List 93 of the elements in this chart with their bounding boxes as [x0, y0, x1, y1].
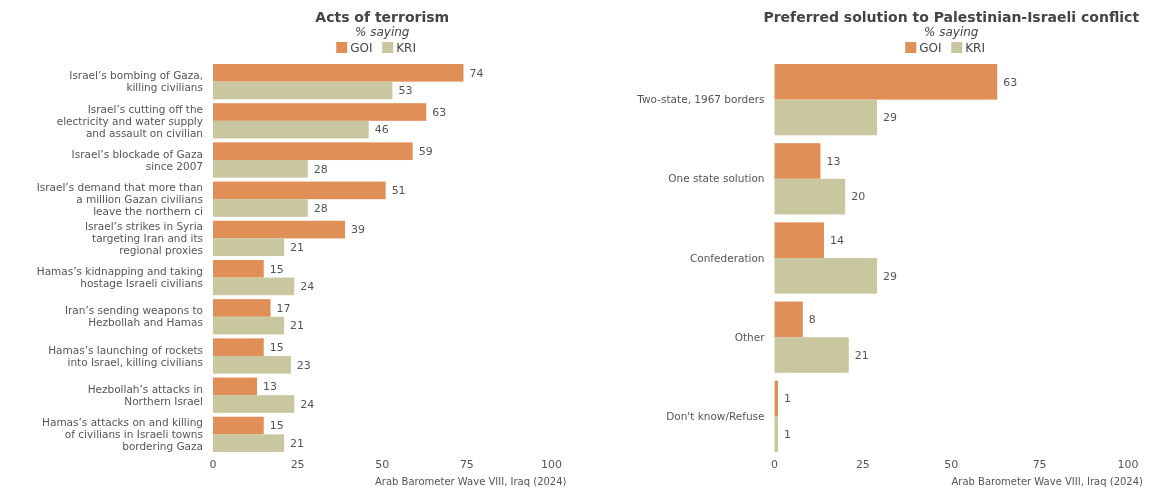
data-label: 13: [826, 154, 841, 168]
bar: [213, 434, 285, 452]
chart-title: Preferred solution to Palestinian-Israeli conflict: [763, 9, 1140, 25]
x-tick-label: 0: [771, 458, 778, 471]
data-label: 28: [313, 201, 328, 215]
bar: [774, 143, 821, 179]
data-label: 14: [829, 234, 844, 248]
y-tick-label: Other: [734, 330, 766, 343]
bar: [213, 220, 346, 239]
y-tick-label: One state solution: [668, 172, 765, 185]
data-label: 24: [300, 280, 315, 294]
x-tick-label: 25: [855, 458, 870, 471]
y-tick-label: Hezbollah’s attacks in Northern Israel: [87, 382, 203, 407]
x-tick-label: 100: [541, 458, 562, 471]
bar: [774, 178, 846, 215]
bar: [213, 120, 369, 139]
bar: [213, 377, 258, 396]
data-label: 15: [269, 341, 284, 355]
bar: [213, 395, 295, 413]
data-label: 63: [432, 105, 447, 119]
x-tick-label: 50: [944, 458, 959, 471]
text: Arab Barometer Wave VIII, Iraq (2024): [951, 476, 1144, 487]
x-tick-label: 100: [1117, 458, 1139, 471]
y-tick-label: Two-state, 1967 borders: [636, 93, 765, 106]
data-label: 15: [269, 419, 284, 433]
data-label: 28: [313, 162, 328, 176]
bar: [213, 199, 308, 217]
bar: [213, 355, 291, 374]
bar: [213, 238, 285, 257]
bar: [213, 316, 285, 335]
bar: [213, 416, 264, 435]
bar: [774, 222, 824, 258]
bar: [774, 258, 878, 294]
bar: [213, 259, 264, 278]
data-label: 46: [374, 123, 389, 137]
legend-label: GOI: [919, 41, 942, 55]
y-tick-label: Don't know/Refuse: [666, 410, 765, 423]
bar: [213, 277, 295, 296]
data-label: 74: [469, 66, 484, 80]
data-label: 21: [290, 437, 305, 451]
chart-subtitle: % saying: [355, 25, 410, 39]
bar: [774, 301, 803, 338]
y-tick-label: Confederation: [689, 251, 765, 264]
data-label: 13: [263, 380, 278, 394]
data-label: 59: [418, 145, 433, 159]
data-label: 63: [1003, 75, 1018, 89]
data-label: 1: [784, 428, 792, 442]
bar: [213, 142, 413, 161]
bar: [213, 299, 271, 317]
x-tick-label: 50: [375, 458, 390, 471]
legend-label: KRI: [965, 41, 985, 55]
data-label: 15: [269, 262, 284, 276]
y-tick-label: Israel’s demand that more than a million Gazan civilians leave the northern ci: [36, 180, 203, 217]
y-tick-label: Israel’s cutting off the electricity and water supply and assault on civilian: [56, 102, 203, 139]
bar: [774, 99, 878, 136]
bar: [213, 160, 308, 178]
x-tick-label: 75: [1032, 458, 1047, 471]
data-label: 1: [784, 392, 792, 406]
bar: [213, 64, 464, 82]
chart-title: Acts of terrorism: [315, 9, 450, 25]
bar: [213, 338, 264, 356]
data-label: 21: [290, 319, 305, 333]
bar: [774, 337, 849, 373]
data-label: 21: [290, 241, 305, 255]
bar: [213, 103, 427, 121]
data-label: 20: [851, 190, 866, 204]
data-label: 39: [351, 223, 366, 237]
y-tick-label: Israel’s strikes in Syria targeting Iran and its regional proxies: [84, 220, 203, 257]
legend-label: KRI: [396, 41, 416, 55]
y-tick-label: Iran’s sending weapons to Hezbollah and Hamas: [64, 304, 203, 329]
data-label: 8: [808, 313, 816, 327]
data-label: 21: [854, 348, 869, 362]
y-tick-label: Israel’s blockade of Gaza since 2007: [71, 147, 203, 172]
y-tick-label: Hamas’s attacks on and killing of civilians in Israeli towns bordering Gaza: [42, 416, 203, 453]
bar: [774, 64, 998, 100]
data-label: 23: [296, 358, 311, 372]
data-label: 29: [883, 111, 898, 125]
bar: [213, 81, 393, 100]
x-tick-label: 25: [290, 458, 305, 471]
text: Arab Barometer Wave VIII, Iraq (2024): [375, 476, 567, 487]
y-tick-label: Israel’s bombing of Gaza, killing civilians: [69, 69, 203, 94]
data-label: 53: [398, 84, 413, 98]
y-tick-label: Hamas’s kidnapping and taking hostage Israeli civilians: [36, 265, 203, 290]
bar: [213, 181, 386, 200]
chart-subtitle: % saying: [924, 25, 979, 39]
x-tick-label: 75: [459, 458, 474, 471]
data-label: 17: [276, 301, 291, 315]
x-tick-label: 0: [209, 458, 217, 471]
data-label: 24: [300, 397, 315, 411]
data-label: 51: [391, 184, 406, 198]
legend-label: GOI: [350, 41, 373, 55]
y-tick-label: Hamas’s launching of rockets into Israel, killing civilians: [48, 343, 203, 368]
data-label: 29: [883, 269, 898, 283]
